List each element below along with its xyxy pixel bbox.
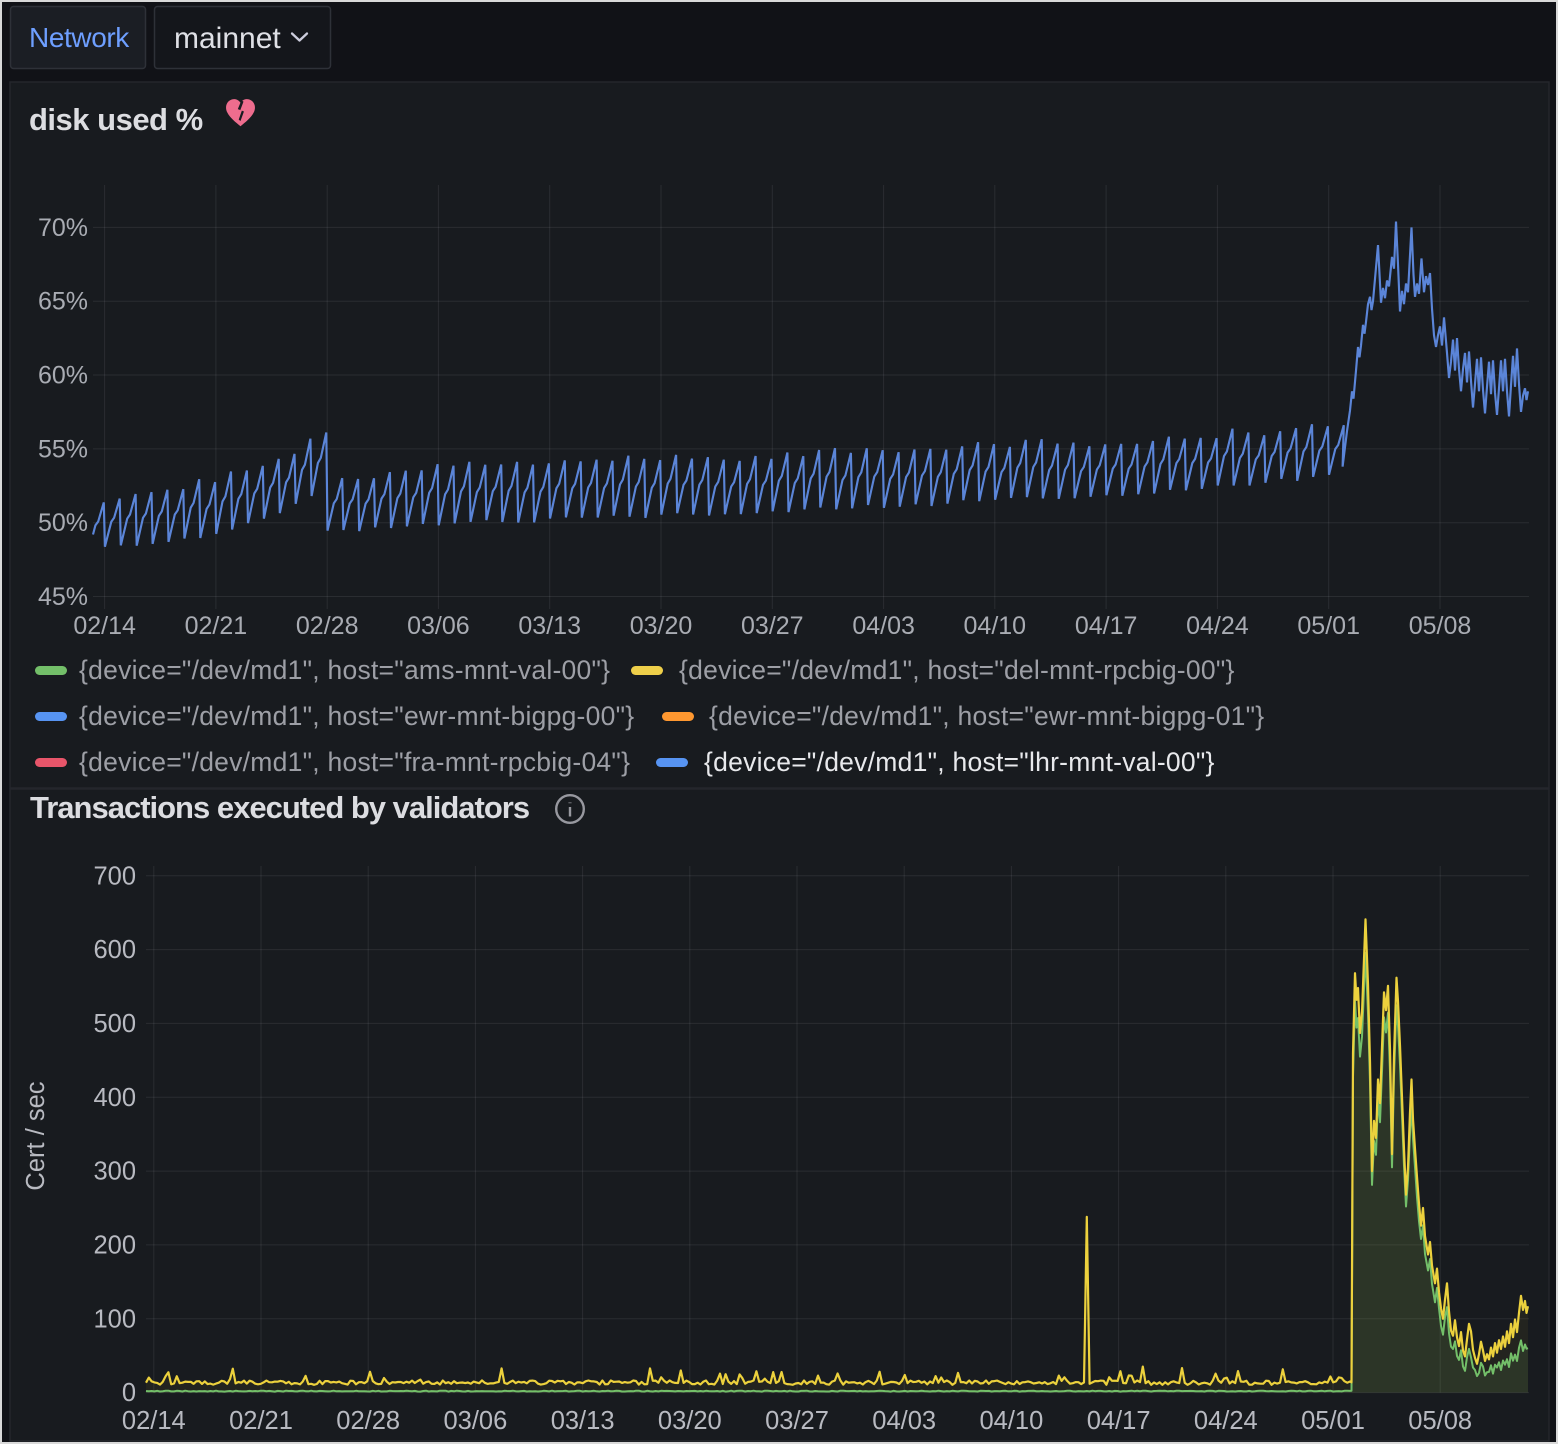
svg-text:02/28: 02/28 (336, 1407, 400, 1435)
svg-text:Cert / sec: Cert / sec (22, 1081, 50, 1190)
svg-text:100: 100 (93, 1305, 136, 1333)
svg-text:04/10: 04/10 (979, 1407, 1043, 1435)
svg-text:04/24: 04/24 (1194, 1407, 1258, 1435)
svg-text:02/21: 02/21 (185, 612, 248, 640)
svg-text:03/06: 03/06 (407, 612, 470, 640)
svg-text:04/03: 04/03 (852, 612, 915, 640)
svg-text:Network: Network (29, 22, 130, 53)
svg-text:03/13: 03/13 (518, 612, 581, 640)
svg-text:700: 700 (93, 862, 136, 890)
svg-text:02/21: 02/21 (229, 1407, 293, 1435)
svg-text:02/14: 02/14 (73, 612, 136, 640)
svg-text:04/10: 04/10 (964, 612, 1027, 640)
svg-text:02/14: 02/14 (122, 1407, 186, 1435)
svg-text:{device="/dev/md1", host="ewr-: {device="/dev/md1", host="ewr-mnt-bigpg-… (709, 701, 1264, 731)
svg-text:05/08: 05/08 (1409, 612, 1472, 640)
svg-text:70%: 70% (38, 214, 88, 242)
svg-text:04/03: 04/03 (872, 1407, 936, 1435)
svg-text:45%: 45% (38, 583, 88, 611)
svg-text:{device="/dev/md1", host="lhr-: {device="/dev/md1", host="lhr-mnt-val-00… (704, 747, 1215, 777)
svg-text:03/13: 03/13 (551, 1407, 615, 1435)
svg-text:05/01: 05/01 (1297, 612, 1360, 640)
svg-text:0: 0 (122, 1379, 136, 1407)
svg-text:disk used %: disk used % (29, 102, 203, 137)
svg-text:04/17: 04/17 (1075, 612, 1138, 640)
svg-text:300: 300 (93, 1158, 136, 1186)
svg-text:{device="/dev/md1", host="fra-: {device="/dev/md1", host="fra-mnt-rpcbig… (79, 747, 630, 777)
svg-text:{device="/dev/md1", host="del-: {device="/dev/md1", host="del-mnt-rpcbig… (679, 655, 1235, 685)
svg-text:05/08: 05/08 (1408, 1407, 1472, 1435)
svg-text:02/28: 02/28 (296, 612, 359, 640)
svg-text:50%: 50% (38, 509, 88, 537)
svg-text:mainnet: mainnet (174, 22, 281, 55)
svg-text:600: 600 (93, 936, 136, 964)
svg-text:65%: 65% (38, 288, 88, 316)
svg-text:03/27: 03/27 (765, 1407, 829, 1435)
svg-text:{device="/dev/md1", host="ams-: {device="/dev/md1", host="ams-mnt-val-00… (79, 655, 610, 685)
svg-text:03/27: 03/27 (741, 612, 804, 640)
svg-text:04/24: 04/24 (1186, 612, 1249, 640)
svg-text:200: 200 (93, 1231, 136, 1259)
svg-text:Transactions executed by valid: Transactions executed by validators (30, 790, 529, 825)
svg-text:500: 500 (93, 1010, 136, 1038)
svg-text:04/17: 04/17 (1087, 1407, 1151, 1435)
svg-text:{device="/dev/md1", host="ewr-: {device="/dev/md1", host="ewr-mnt-bigpg-… (79, 701, 634, 731)
svg-text:60%: 60% (38, 362, 88, 390)
svg-text:03/20: 03/20 (658, 1407, 722, 1435)
svg-text:03/20: 03/20 (630, 612, 693, 640)
svg-text:05/01: 05/01 (1301, 1407, 1365, 1435)
svg-text:400: 400 (93, 1084, 136, 1112)
svg-text:55%: 55% (38, 435, 88, 463)
svg-text:03/06: 03/06 (443, 1407, 507, 1435)
